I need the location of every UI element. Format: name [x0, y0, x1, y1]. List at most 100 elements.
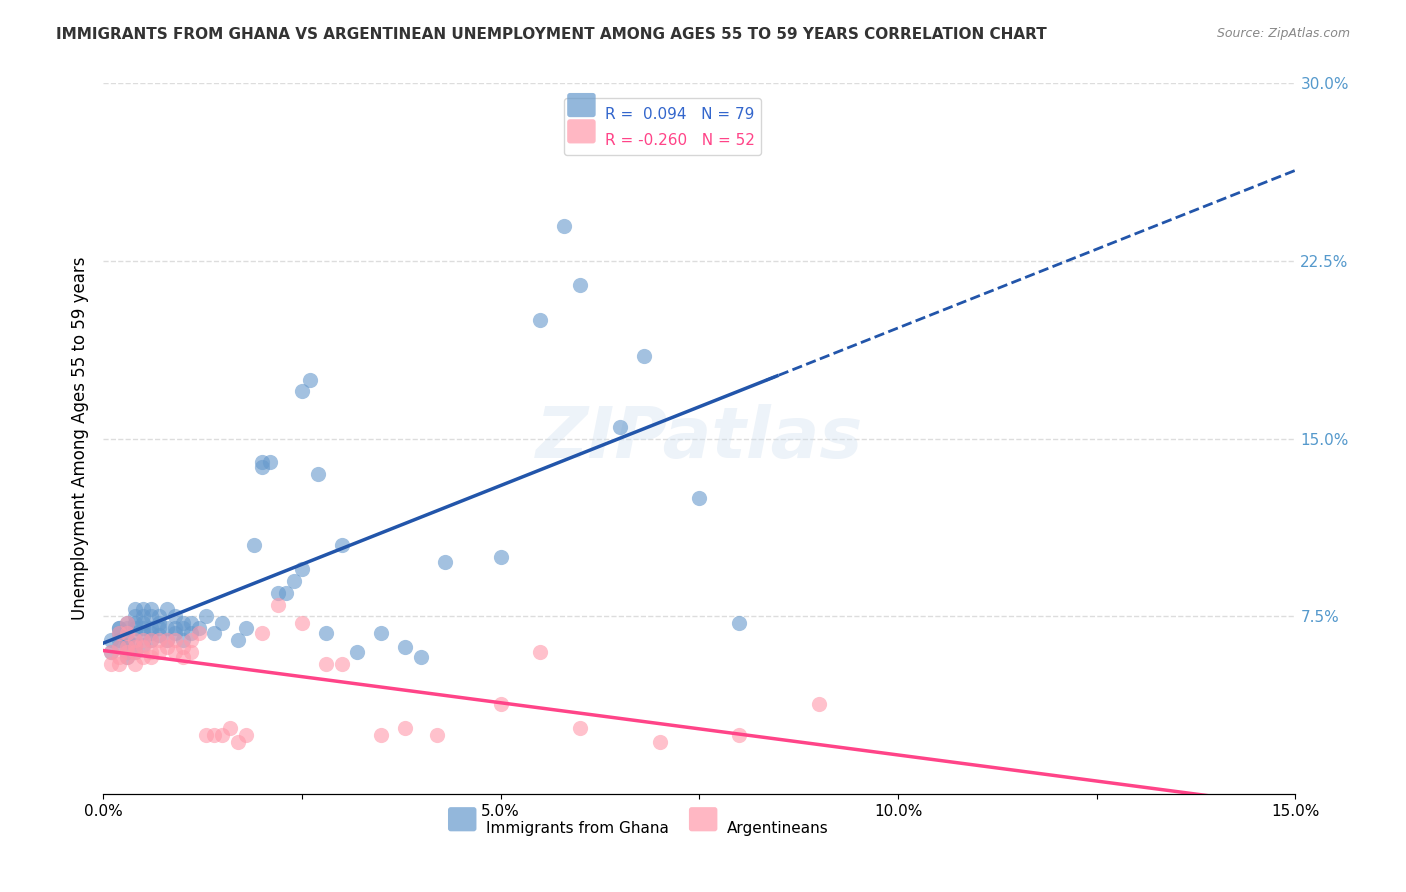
- Text: IMMIGRANTS FROM GHANA VS ARGENTINEAN UNEMPLOYMENT AMONG AGES 55 TO 59 YEARS CORR: IMMIGRANTS FROM GHANA VS ARGENTINEAN UNE…: [56, 27, 1047, 42]
- Point: [156, 633, 179, 648]
- Point: [409, 649, 432, 664]
- Point: [124, 638, 146, 652]
- Point: [187, 621, 209, 635]
- Point: [211, 616, 233, 631]
- Point: [291, 562, 314, 576]
- Point: [226, 735, 249, 749]
- Point: [100, 645, 122, 659]
- Point: [148, 621, 170, 635]
- Point: [115, 649, 138, 664]
- Point: [115, 626, 138, 640]
- Point: [235, 728, 257, 742]
- Point: [124, 626, 146, 640]
- Point: [115, 616, 138, 631]
- Point: [259, 455, 281, 469]
- Y-axis label: Unemployment Among Ages 55 to 59 years: Unemployment Among Ages 55 to 59 years: [72, 257, 89, 621]
- Point: [139, 633, 162, 648]
- Point: [370, 728, 392, 742]
- Point: [180, 626, 202, 640]
- Point: [433, 555, 456, 569]
- Point: [124, 621, 146, 635]
- Point: [115, 645, 138, 659]
- Point: [115, 649, 138, 664]
- Text: ZIPatlas: ZIPatlas: [536, 404, 863, 474]
- Point: [180, 633, 202, 648]
- Point: [569, 277, 592, 292]
- Point: [180, 616, 202, 631]
- Point: [108, 640, 131, 655]
- Point: [315, 626, 337, 640]
- Point: [115, 640, 138, 655]
- Point: [115, 616, 138, 631]
- Point: [553, 219, 575, 233]
- Point: [235, 621, 257, 635]
- Point: [124, 645, 146, 659]
- Point: [489, 697, 512, 711]
- Point: [250, 626, 273, 640]
- Point: [172, 649, 194, 664]
- Point: [633, 349, 655, 363]
- Point: [156, 633, 179, 648]
- Point: [807, 697, 830, 711]
- Point: [108, 621, 131, 635]
- Point: [132, 626, 155, 640]
- Point: [124, 616, 146, 631]
- Point: [370, 626, 392, 640]
- Text: Source: ZipAtlas.com: Source: ZipAtlas.com: [1216, 27, 1350, 40]
- Point: [139, 602, 162, 616]
- Point: [156, 621, 179, 635]
- Point: [728, 616, 751, 631]
- Point: [148, 609, 170, 624]
- Point: [115, 621, 138, 635]
- Point: [315, 657, 337, 671]
- Point: [283, 574, 305, 588]
- Point: [163, 633, 186, 648]
- Point: [139, 649, 162, 664]
- Point: [243, 538, 266, 552]
- Point: [291, 616, 314, 631]
- Point: [728, 728, 751, 742]
- Point: [124, 640, 146, 655]
- Point: [346, 645, 368, 659]
- Legend: Immigrants from Ghana, Argentineans: Immigrants from Ghana, Argentineans: [444, 813, 835, 843]
- Point: [132, 649, 155, 664]
- Point: [688, 491, 710, 505]
- Point: [156, 602, 179, 616]
- Point: [139, 626, 162, 640]
- Point: [100, 633, 122, 648]
- Point: [330, 538, 353, 552]
- Point: [202, 728, 225, 742]
- Point: [172, 616, 194, 631]
- Point: [124, 657, 146, 671]
- Point: [100, 645, 122, 659]
- Point: [426, 728, 449, 742]
- Point: [172, 633, 194, 648]
- Point: [115, 633, 138, 648]
- Point: [187, 626, 209, 640]
- Point: [148, 616, 170, 631]
- Point: [132, 602, 155, 616]
- Point: [274, 585, 297, 599]
- Point: [211, 728, 233, 742]
- Point: [202, 626, 225, 640]
- Point: [124, 602, 146, 616]
- Point: [163, 621, 186, 635]
- Point: [108, 649, 131, 664]
- Point: [529, 645, 551, 659]
- Point: [291, 384, 314, 399]
- Point: [108, 621, 131, 635]
- Point: [139, 609, 162, 624]
- Point: [219, 721, 242, 735]
- Point: [267, 585, 290, 599]
- Point: [180, 645, 202, 659]
- Point: [132, 609, 155, 624]
- Point: [529, 313, 551, 327]
- Point: [139, 621, 162, 635]
- Point: [394, 640, 416, 655]
- Point: [298, 372, 321, 386]
- Point: [148, 628, 170, 642]
- Point: [132, 621, 155, 635]
- Point: [148, 633, 170, 648]
- Point: [163, 645, 186, 659]
- Point: [100, 657, 122, 671]
